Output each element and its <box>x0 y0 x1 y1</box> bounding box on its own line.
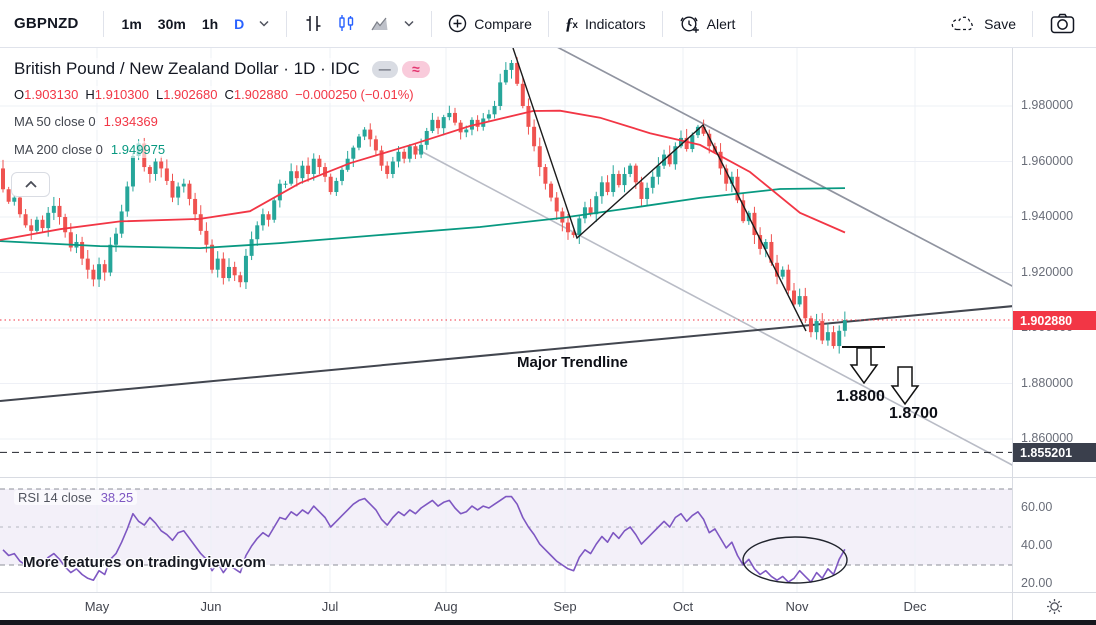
time-axis[interactable]: May Jun Jul Aug Sep Oct Nov Dec <box>0 593 1012 620</box>
ohlc-readout: O 1.903130 H 1.910300 L 1.902680 C 1.902880 … <box>14 86 419 103</box>
price-axis-tick: 1.940000 <box>1021 209 1074 223</box>
bar-chart-style-icon[interactable] <box>304 14 323 33</box>
month-label-jul: Jul <box>321 599 339 614</box>
ma50-value: 1.934369 <box>103 114 158 129</box>
chart-style-chevron-down-icon[interactable] <box>404 20 414 27</box>
toolbar-separator <box>286 10 288 37</box>
axis-settings-corner[interactable] <box>1013 593 1096 620</box>
candlestick-style-icon[interactable] <box>337 14 356 33</box>
price-change: −0.000250 (−0.01%) <box>295 87 414 102</box>
camera-icon <box>1050 13 1075 34</box>
rsi-axis-tick: 20.00 <box>1021 576 1053 590</box>
price-axis-border <box>1012 48 1013 620</box>
month-label-dec: Dec <box>903 599 927 614</box>
symbol-button[interactable]: GBPNZD <box>14 15 79 32</box>
last-price-badge: 1.902880 <box>1012 311 1096 330</box>
toolbar-separator <box>661 10 663 37</box>
interval-1h-button[interactable]: 1h <box>201 15 219 32</box>
bottom-edge-strip <box>0 620 1096 625</box>
month-label-may: May <box>84 599 110 614</box>
ma200-legend[interactable]: MA 200 close 0 1.949975 <box>14 141 171 158</box>
tradingview-promo-link[interactable]: More features on tradingview.com <box>23 554 266 571</box>
alert-button[interactable]: Alert <box>679 13 735 34</box>
interval-30m-button[interactable]: 30m <box>157 15 186 32</box>
month-label-oct: Oct <box>672 599 694 614</box>
rsi-axis-tick: 40.00 <box>1021 538 1053 552</box>
interval-chevron-down-icon[interactable] <box>259 20 269 27</box>
price-axis-tick: 1.920000 <box>1021 264 1074 279</box>
legend-similar-pill-icon[interactable]: ≈ <box>401 60 430 78</box>
target-label-18800[interactable]: 1.8800 <box>836 388 885 405</box>
price-axis-tick: 1.960000 <box>1021 153 1074 168</box>
collapse-pane-button[interactable] <box>11 172 50 197</box>
alarm-clock-icon <box>680 16 699 33</box>
interval-1d-button[interactable]: D <box>234 15 245 32</box>
major-trendline-label[interactable]: Major Trendline <box>517 354 628 371</box>
toolbar-separator <box>431 10 433 37</box>
price-chart-canvas[interactable] <box>0 48 1012 477</box>
month-label-jun: Jun <box>200 599 222 614</box>
pane-separator[interactable] <box>0 477 1096 478</box>
price-axis-tick: 1.880000 <box>1021 375 1074 390</box>
time-axis-separator <box>0 592 1096 593</box>
rsi-axis-tick: 60.00 <box>1021 500 1053 514</box>
area-chart-style-icon[interactable] <box>370 15 390 33</box>
toolbar: GBPNZD 1m 30m 1h D <box>0 0 1096 48</box>
toolbar-separator <box>751 10 753 37</box>
symbol-description: British Pound / New Zealand Dollar · 1D … <box>14 59 360 78</box>
symbol-legend[interactable]: British Pound / New Zealand Dollar · 1D … <box>14 58 435 80</box>
rsi-label: RSI 14 close <box>18 490 92 505</box>
price-axis-tick: 1.980000 <box>1021 98 1074 112</box>
month-label-aug: Aug <box>434 599 458 614</box>
save-button[interactable]: Save <box>951 15 1016 32</box>
level-price-badge: 1.855201 <box>1012 443 1096 462</box>
gear-icon <box>1047 599 1062 614</box>
interval-1m-button[interactable]: 1m <box>121 15 142 32</box>
chevron-up-icon <box>24 181 37 188</box>
ma200-value: 1.949975 <box>110 142 166 157</box>
screenshot-camera-button[interactable] <box>1050 13 1075 34</box>
target-label-18700[interactable]: 1.8700 <box>889 405 938 422</box>
rsi-chart-canvas[interactable] <box>0 477 1012 592</box>
month-label-nov: Nov <box>785 599 809 614</box>
cloud-icon <box>951 16 973 31</box>
toolbar-separator <box>102 10 104 37</box>
compare-button[interactable]: Compare <box>448 14 532 33</box>
toolbar-separator <box>547 10 549 37</box>
month-label-sep: Sep <box>553 599 577 614</box>
price-axis-tick: 1.860000 <box>1021 431 1074 445</box>
price-axis[interactable]: 20.0040.0060.001.8600001.8800001.9000001… <box>1012 48 1096 620</box>
ma50-legend[interactable]: MA 50 close 0 1.934369 <box>14 113 163 130</box>
rsi-value: 38.25 <box>100 490 134 505</box>
rsi-legend[interactable]: RSI 14 close 38.25 <box>14 490 138 505</box>
legend-hide-pill-icon[interactable]: — <box>371 60 398 78</box>
compare-plus-icon <box>449 14 467 33</box>
toolbar-separator <box>1032 10 1033 37</box>
